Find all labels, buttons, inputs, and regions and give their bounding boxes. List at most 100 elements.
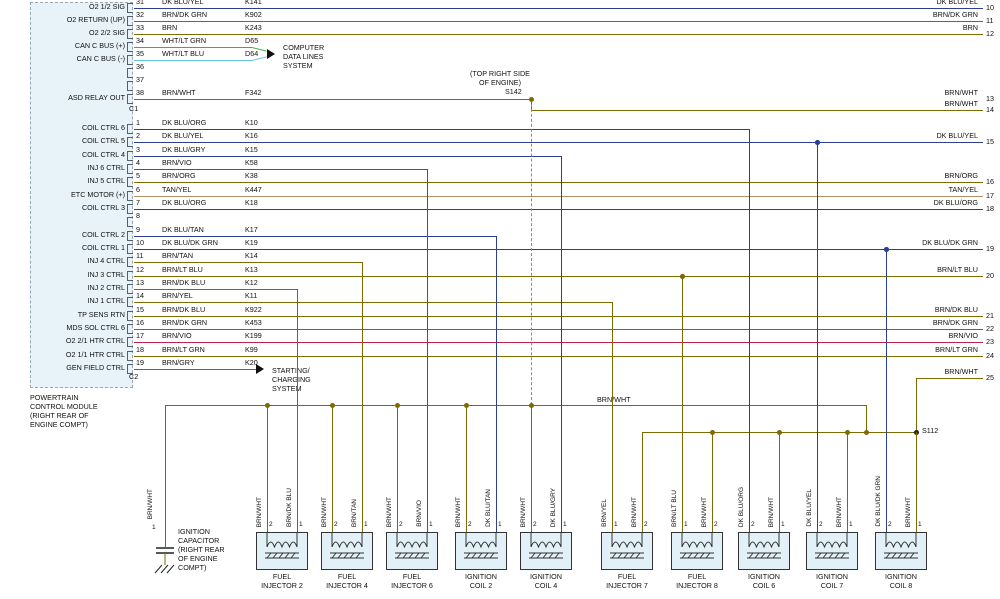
pin-bracket-icon	[127, 204, 133, 214]
note-line: CAPACITOR	[178, 536, 220, 545]
circuit-label: K141	[245, 0, 262, 6]
component-pin-number: 2	[644, 521, 648, 528]
component-pin-number: 1	[429, 521, 433, 528]
pin-number: 32	[136, 10, 144, 19]
pin-bracket-icon	[127, 244, 133, 254]
circuit-label: K14	[245, 251, 258, 260]
component-label-line: IGNITION	[885, 572, 917, 581]
pin-number: 17	[136, 331, 144, 340]
wire-segment	[134, 276, 983, 277]
component-wire-label: BRN/YEL	[601, 499, 608, 527]
wire-segment	[134, 60, 252, 61]
pin-signal-label: INJ 3 CTRL	[87, 270, 125, 279]
wire-segment	[531, 405, 532, 532]
splice-dot	[777, 430, 782, 435]
component-wire-label: DK BLU/TAN	[485, 489, 492, 527]
component-label-line: COIL 2	[469, 580, 493, 590]
right-exit-label: TAN/YEL	[948, 185, 978, 194]
splice-dot	[815, 140, 820, 145]
wire-segment	[712, 432, 713, 532]
splice-dot	[710, 430, 715, 435]
component-box	[520, 532, 572, 570]
coil-symbol-icon	[680, 533, 714, 559]
capacitor-wire-label: BRN/WHT	[147, 488, 154, 519]
brn-wht-bus-a	[165, 405, 866, 406]
splice-dot	[265, 403, 270, 408]
wire-color-label: DK BLU/YEL	[162, 0, 204, 6]
capacitor-pin-number: 1	[152, 524, 156, 531]
wire-color-label: BRN	[162, 23, 178, 32]
pin-bracket-icon	[127, 257, 133, 267]
pcm-connector-box	[30, 2, 133, 388]
component-pin-number: 2	[714, 521, 718, 528]
note-line: COMPUTER	[283, 43, 325, 52]
component-label-line: COIL 7	[820, 580, 844, 590]
wire-segment	[817, 142, 818, 532]
wire-segment	[134, 342, 983, 343]
component-pin-number: 2	[269, 521, 273, 528]
wire-segment	[397, 405, 398, 532]
component-pin-number: 1	[918, 521, 922, 528]
right-exit-number: 16	[986, 177, 994, 186]
component-box	[256, 532, 308, 570]
right-exit-label: BRN/DK GRN	[932, 318, 978, 327]
component-label-line: FUEL	[337, 572, 357, 581]
component-wire-label: BRN/WHT	[455, 496, 462, 527]
component-label-line: INJECTOR 4	[326, 580, 368, 590]
pin-number: 31	[136, 0, 144, 6]
right-exit-number: 13	[986, 94, 994, 103]
wire-color-label: BRN/DK GRN	[162, 10, 208, 19]
wire-segment	[531, 110, 983, 111]
circuit-label: K10	[245, 118, 258, 127]
pin-number: 35	[136, 49, 144, 58]
wire-segment	[561, 156, 562, 532]
wire-color-label: BRN/GRY	[162, 358, 195, 367]
wire-color-label: DK BLU/YEL	[162, 131, 204, 140]
wire-segment	[134, 289, 297, 290]
note-line: SYSTEM	[283, 61, 313, 70]
pin-bracket-icon	[127, 324, 133, 334]
right-exit-number: 15	[986, 137, 994, 146]
pin-bracket-icon	[127, 364, 133, 374]
component-box	[386, 532, 438, 570]
pin-bracket-icon	[127, 29, 133, 39]
right-exit-label: BRN/WHT	[944, 99, 978, 108]
component-wire-label: BRN/WHT	[520, 496, 527, 527]
component-pin-number: 1	[849, 521, 853, 528]
pin-bracket-icon	[127, 217, 133, 227]
pin-signal-label: COIL CTRL 2	[81, 230, 125, 239]
wire-color-label: BRN/LT BLU	[162, 265, 203, 274]
splice-dot	[330, 403, 335, 408]
note-line: OF ENGINE)	[479, 78, 521, 87]
component-pin-number: 1	[684, 521, 688, 528]
pin-number: 11	[136, 251, 144, 260]
pin-signal-label: CAN C BUS (+)	[74, 41, 125, 50]
component-pin-number: 2	[819, 521, 823, 528]
component-label-line: IGNITION	[816, 572, 848, 581]
pin-bracket-icon	[127, 311, 133, 321]
right-exit-number: 14	[986, 105, 994, 114]
wire-segment	[332, 405, 333, 532]
wire-segment	[847, 432, 848, 532]
note-line: OF ENGINE	[178, 554, 218, 563]
starting-charging-note: STARTING/ CHARGING SYSTEM	[272, 366, 311, 393]
wire-segment	[642, 432, 643, 532]
right-exit-label: BRN/LT BLU	[937, 265, 978, 274]
component-label: IGNITION COIL 2	[446, 572, 516, 590]
pin-signal-label: CAN C BUS (-)	[76, 54, 125, 63]
component-wire-label: DK BLU/DK GRN	[875, 476, 882, 527]
circuit-label: D64	[245, 49, 259, 58]
wire-color-label: BRN/DK GRN	[162, 318, 208, 327]
right-exit-number: 12	[986, 29, 994, 38]
wire-segment	[134, 249, 983, 250]
pin-number: 2	[136, 131, 140, 140]
component-pin-number: 1	[498, 521, 502, 528]
component-wire-label: BRN/WHT	[386, 496, 393, 527]
pin-bracket-icon	[127, 191, 133, 201]
pin-signal-label: COIL CTRL 5	[81, 136, 125, 145]
right-exit-number: 23	[986, 337, 994, 346]
pin-signal-label: ASD RELAY OUT	[68, 93, 125, 102]
circuit-label: K19	[245, 238, 258, 247]
component-box	[671, 532, 723, 570]
coil-symbol-icon	[464, 533, 498, 559]
